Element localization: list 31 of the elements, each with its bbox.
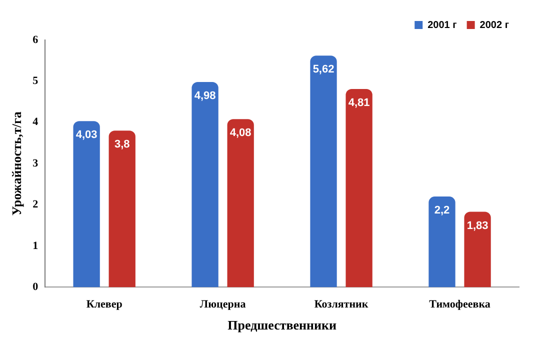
y-tick-label: 3 [32,157,39,170]
x-tick-label: Люцерна [200,298,246,311]
x-tick-label: Тимофеевка [429,298,491,311]
y-tick-label: 4 [32,116,39,128]
y-tick-label: 6 [32,34,39,46]
data-label: 4,03 [76,129,98,142]
x-tick-label: Козлятник [314,298,369,311]
bar [73,121,100,288]
bar [346,89,372,288]
bar [108,130,136,288]
x-axis-title: Предшественники [228,318,337,333]
data-label: 1,83 [466,220,488,232]
data-label: 5,62 [312,64,334,76]
bar [192,82,218,288]
y-tick-label: 1 [32,240,38,252]
y-tick-label: 5 [32,75,39,88]
bar [464,212,491,288]
bar [310,56,337,288]
data-label: 4,81 [348,97,370,110]
data-label: 3,8 [114,138,130,151]
data-label: 4,98 [194,90,216,102]
y-tick-label: 2 [32,198,39,211]
y-axis-title: Урожайность,т/га [9,111,24,216]
data-label: 2,2 [434,204,450,217]
legend-label: 2002 г [480,20,510,31]
legend-label: 2001 г [428,20,457,31]
y-tick-label: 0 [32,281,39,294]
bar [428,196,456,288]
data-label: 4,08 [230,127,252,140]
bar [227,119,254,288]
x-tick-label: Клевер [86,298,122,311]
